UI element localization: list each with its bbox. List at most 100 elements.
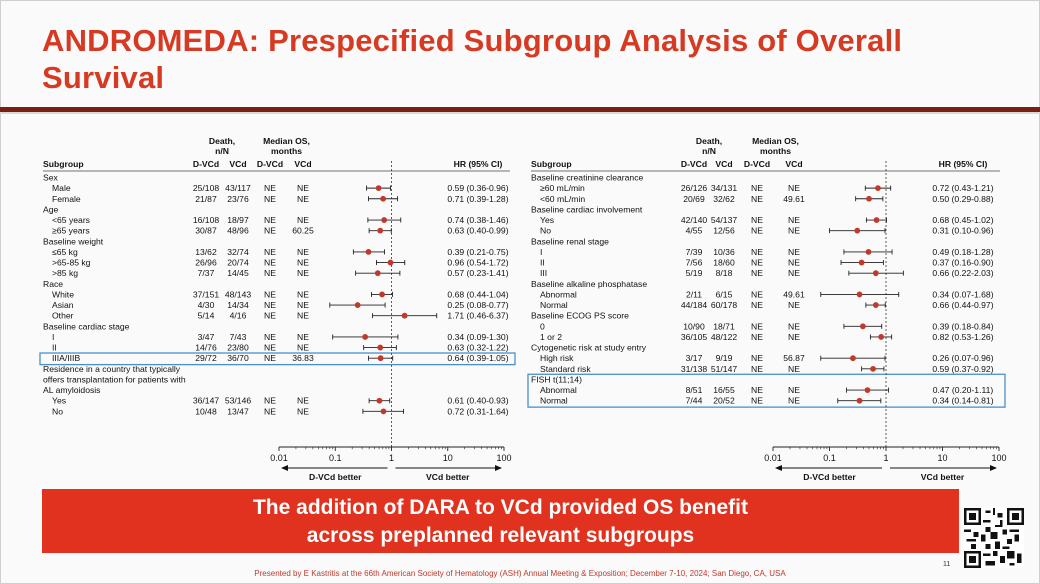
panel-2-median-vcd: NE bbox=[788, 258, 800, 268]
panel-1-death-vcd: 48/143 bbox=[225, 289, 252, 299]
panel-1-median-dvcd: NE bbox=[264, 258, 276, 268]
panel-2-hr-value: 0.31 (0.10-0.96) bbox=[932, 226, 993, 236]
panel-1-hr-point bbox=[377, 227, 384, 234]
panel-1-median-vcd: NE bbox=[297, 406, 309, 416]
panel-2-tick-label: 1 bbox=[883, 453, 888, 463]
panel-2-subgroup-label: 0 bbox=[540, 321, 545, 331]
panel-1-highlight-box bbox=[39, 352, 516, 366]
title-divider bbox=[0, 107, 1040, 112]
panel-1-median-dvcd: NE bbox=[264, 183, 276, 193]
panel-1-hr-value: 1.71 (0.46-6.37) bbox=[447, 311, 508, 321]
panel-2-hr-value: 0.39 (0.18-0.84) bbox=[932, 321, 993, 331]
panel-2-median-dvcd: NE bbox=[751, 332, 763, 342]
title-line-2: Survival bbox=[42, 60, 165, 95]
panel-2-death-dvcd: 3/17 bbox=[686, 353, 703, 363]
panel-1-header-median: Median OS, bbox=[263, 136, 310, 146]
panel-1-median-vcd: NE bbox=[297, 300, 309, 310]
panel-2-hr-point bbox=[878, 334, 885, 340]
panel-2-death-dvcd: 7/44 bbox=[686, 396, 703, 406]
panel-1-hr-value: 0.64 (0.39-1.05) bbox=[447, 353, 508, 363]
panel-2-median-vcd: 56.87 bbox=[783, 353, 805, 363]
panel-2-header-subgroup: Subgroup bbox=[531, 159, 572, 169]
panel-2-header-hr: HR (95% CI) bbox=[939, 159, 988, 169]
panel-1-median-dvcd: NE bbox=[264, 268, 276, 278]
panel-2-hr-value: 0.26 (0.07-0.96) bbox=[932, 353, 993, 363]
panel-2-group-label: Baseline cardiac involvement bbox=[531, 204, 643, 214]
panel-1-median-dvcd: NE bbox=[264, 300, 276, 310]
panel-2-hr-value: 0.68 (0.45-1.02) bbox=[932, 215, 993, 225]
panel-1-median-dvcd: NE bbox=[264, 332, 276, 342]
panel-2-median-vcd: 49.61 bbox=[783, 289, 805, 299]
panel-2-death-vcd: 20/52 bbox=[713, 396, 735, 406]
panel-2-death-vcd: 34/131 bbox=[711, 183, 738, 193]
panel-2-subgroup-label: Normal bbox=[540, 300, 568, 310]
panel-2-death-dvcd: 36/105 bbox=[681, 332, 708, 342]
panel-1-death-dvcd: 30/87 bbox=[195, 226, 217, 236]
panel-1-subgroup-label: Male bbox=[52, 183, 71, 193]
panel-2-subgroup-label: II bbox=[540, 258, 545, 268]
panel-2-subgroup-label: High risk bbox=[540, 353, 574, 363]
panel-2-death-vcd: 12/56 bbox=[713, 226, 735, 236]
panel-2-hr-value: 0.49 (0.18-1.28) bbox=[932, 247, 993, 257]
panel-2-death-vcd: 48/122 bbox=[711, 332, 738, 342]
panel-2-left-direction-label: D-VCd better bbox=[803, 472, 856, 482]
panel-2-median-vcd: NE bbox=[788, 215, 800, 225]
panel-1-death-dvcd: 13/62 bbox=[195, 247, 217, 257]
panel-2-subgroup-label: ≥60 mL/min bbox=[540, 183, 585, 193]
panel-2-header-vcd-median: VCd bbox=[785, 159, 802, 169]
panel-1-median-dvcd: NE bbox=[264, 311, 276, 321]
panel-1-median-vcd: NE bbox=[297, 343, 309, 353]
panel-1-hr-point bbox=[379, 291, 385, 298]
panel-2-group-label: FISH t(11;14) bbox=[531, 374, 582, 384]
panel-2-death-vcd: 60/178 bbox=[711, 300, 738, 310]
panel-2-header-death: Death, bbox=[696, 136, 722, 146]
panel-1-subgroup-label: Asian bbox=[52, 300, 74, 310]
panel-2-median-dvcd: NE bbox=[751, 194, 763, 204]
panel-1-death-dvcd: 26/96 bbox=[195, 258, 217, 268]
panel-2-median-dvcd: NE bbox=[751, 226, 763, 236]
panel-2-median-dvcd: NE bbox=[751, 321, 763, 331]
panel-1-death-dvcd: 25/108 bbox=[193, 183, 220, 193]
panel-2-group-label: Baseline renal stage bbox=[531, 236, 609, 246]
panel-1-death-vcd: 20/74 bbox=[227, 258, 249, 268]
panel-1-death-dvcd: 37/151 bbox=[193, 289, 220, 299]
qr-code-icon[interactable] bbox=[964, 508, 1024, 568]
panel-1-median-vcd: 36.83 bbox=[292, 353, 314, 363]
panel-2-median-vcd: NE bbox=[788, 268, 800, 278]
panel-2-hr-value: 0.47 (0.20-1.11) bbox=[933, 385, 994, 395]
panel-2-group-label: Baseline creatinine clearance bbox=[531, 173, 643, 183]
panel-2-median-vcd: NE bbox=[788, 226, 800, 236]
panel-1-death-vcd: 18/97 bbox=[227, 215, 249, 225]
panel-1-death-dvcd: 36/147 bbox=[193, 396, 220, 406]
panel-1-death-vcd: 53/146 bbox=[225, 396, 252, 406]
panel-1-header-hr: HR (95% CI) bbox=[454, 159, 503, 169]
panel-1-hr-value: 0.59 (0.36-0.96) bbox=[447, 183, 508, 193]
panel-2-median-dvcd: NE bbox=[751, 289, 763, 299]
panel-2-death-dvcd: 10/90 bbox=[683, 321, 705, 331]
panel-2-hr-value: 0.82 (0.53-1.26) bbox=[932, 332, 993, 342]
panel-2-subgroup-label: Normal bbox=[540, 396, 568, 406]
panel-2-median-dvcd: NE bbox=[751, 353, 763, 363]
panel-1-group-label: Age bbox=[43, 204, 59, 214]
panel-1-header-subgroup: Subgroup bbox=[43, 159, 84, 169]
panel-1-median-vcd: NE bbox=[297, 194, 309, 204]
panel-2-hr-value: 0.34 (0.14-0.81) bbox=[932, 396, 993, 406]
panel-2-tick-label: 100 bbox=[991, 453, 1006, 463]
panel-2-median-dvcd: NE bbox=[751, 258, 763, 268]
panel-1-hr-value: 0.63 (0.40-0.99) bbox=[447, 226, 508, 236]
panel-1-median-vcd: NE bbox=[297, 311, 309, 321]
panel-1-hr-value: 0.57 (0.23-1.41) bbox=[447, 268, 508, 278]
panel-1-hr-point bbox=[354, 302, 361, 308]
panel-1-death-vcd: 14/45 bbox=[227, 268, 249, 278]
panel-1-median-vcd: NE bbox=[297, 289, 309, 299]
panel-1-hr-point bbox=[377, 344, 384, 351]
panel-2-median-dvcd: NE bbox=[751, 364, 763, 374]
panel-2-median-dvcd: NE bbox=[751, 215, 763, 225]
panel-1-group-label: Residence in a country that typically bbox=[43, 364, 181, 374]
panel-2-median-dvcd: NE bbox=[751, 385, 763, 395]
panel-1-median-dvcd: NE bbox=[264, 226, 276, 236]
panel-2-death-vcd: 18/71 bbox=[713, 321, 735, 331]
panel-2-hr-point bbox=[872, 302, 879, 308]
panel-2-death-dvcd: 44/184 bbox=[681, 300, 708, 310]
